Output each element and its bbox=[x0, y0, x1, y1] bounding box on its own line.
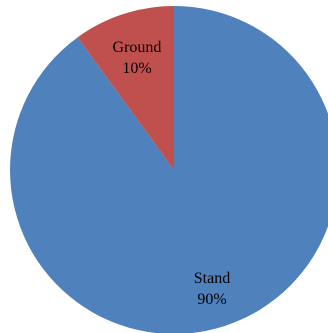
slices-layer bbox=[10, 6, 328, 333]
slice-label-stand: Stand bbox=[194, 270, 230, 287]
slice-label-ground: Ground bbox=[113, 39, 162, 56]
labels-layer: Stand 90% Ground 10% bbox=[113, 39, 231, 308]
pie-slice-stand bbox=[10, 6, 328, 333]
pie-slice-ground bbox=[77, 6, 174, 170]
slice-value-ground: 10% bbox=[122, 60, 151, 77]
slice-value-stand: 90% bbox=[197, 291, 226, 308]
